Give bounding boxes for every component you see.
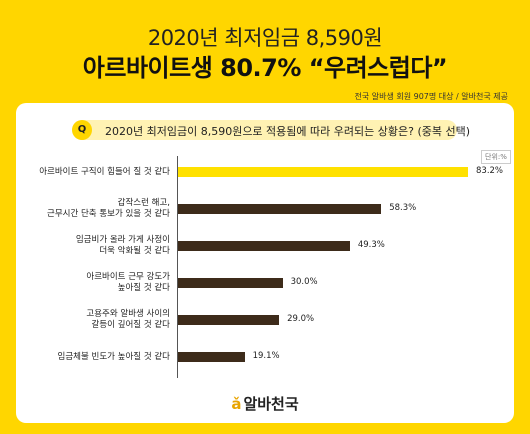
category-label: 아르바이트 근무 강도가 높아질 것 같다 [10,272,170,294]
brand-logo: ǎ 알바천국 [0,393,530,414]
category-label-line: 더욱 악화될 것 같다 [99,246,170,256]
question-badge: Q [72,120,92,140]
category-label-line: 고용주와 알바생 사이의 [86,309,170,319]
value-label: 19.1% [252,351,280,361]
value-label: 29.0% [287,314,315,324]
bee-icon: ǎ [231,395,242,413]
bar [178,241,350,251]
unit-label: 단위:% [481,150,511,164]
question-banner: Q 2020년 최저임금이 8,590원으로 적용됨에 따라 우려되는 상황은?… [72,120,470,140]
category-label-line: 근무시간 단축 통보가 있을 것 같다 [47,209,170,219]
value-label: 30.0% [290,277,318,287]
category-label-line: 임금비가 올라 가게 사정이 [75,235,170,245]
chart-card [16,103,514,423]
value-label: 83.2% [476,166,504,176]
bar [178,167,468,177]
bar [178,204,382,214]
category-label: 갑작스런 해고, 근무시간 단축 통보가 있을 것 같다 [10,198,170,220]
bar [178,278,283,288]
category-label-line: 갑작스런 해고, [117,198,170,208]
value-label: 49.3% [357,240,385,250]
category-label: 임금체불 빈도가 높아질 것 같다 [10,352,170,363]
category-label: 고용주와 알바생 사이의 갈등이 깊어질 것 같다 [10,309,170,331]
category-label-line: 높아질 것 같다 [117,283,170,293]
question-text: 2020년 최저임금이 8,590원으로 적용됨에 따라 우려되는 상황은? (… [105,125,470,138]
category-label-line: 갈등이 깊어질 것 같다 [91,320,171,330]
bar [178,315,280,325]
logo-text: 알바천국 [243,395,299,413]
title-line-1: 2020년 최저임금 8,590원 [147,26,383,50]
category-label-line: 아르바이트 구직이 힘들어 질 것 같다 [39,166,170,177]
bar [178,352,245,362]
category-label: 아르바이트 구직이 힘들어 질 것 같다 [10,167,170,178]
category-label-line: 아르바이트 근무 강도가 [86,272,170,282]
category-label: 임금비가 올라 가게 사정이 더욱 악화될 것 같다 [10,235,170,257]
chart-axis [177,156,178,378]
title-line-2: 아르바이트생 80.7% “우려스럽다” [82,54,448,82]
source-note: 전국 알바생 회원 907명 대상 / 알바천국 제공 [354,92,508,101]
category-label-line: 임금체불 빈도가 높아질 것 같다 [57,351,170,362]
value-label: 58.3% [389,203,417,213]
